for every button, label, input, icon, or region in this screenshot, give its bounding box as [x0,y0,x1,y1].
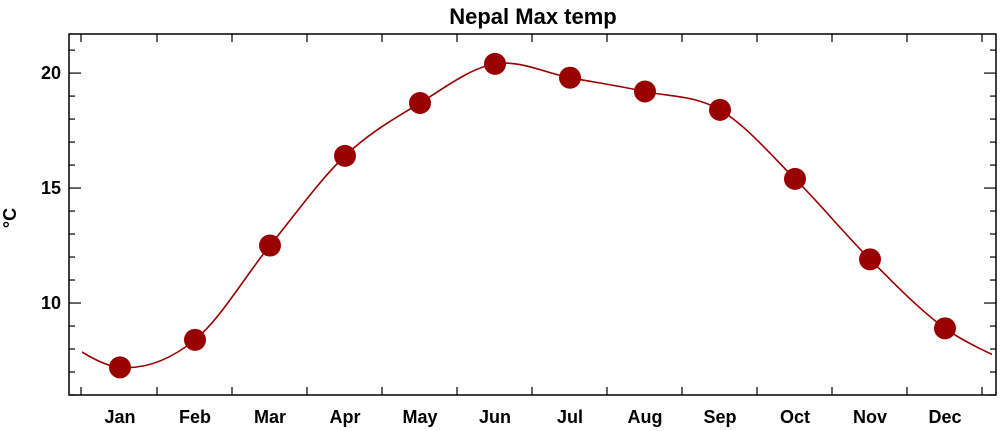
x-tick-label: Apr [330,407,361,427]
data-point-jun [484,52,506,75]
data-point-oct [784,167,806,190]
x-tick-label: Jan [104,407,135,427]
data-point-jan [109,356,131,379]
x-tick-label: May [402,407,437,427]
y-tick-label: 10 [41,293,61,313]
x-tick-label: Jun [479,407,511,427]
axes: Jan Feb Mar Apr May Jun Jul Aug Sep Oct Nov Dec 10 15… [41,33,997,427]
y-tick-label: 20 [41,63,61,83]
x-tick-label: Sep [703,407,736,427]
data-point-dec [934,317,956,340]
x-tick-label: Aug [628,407,663,427]
plot-area [82,52,992,379]
y-axis-label: °C [0,208,20,228]
y-tick-label: 15 [41,178,61,198]
x-tick-label: Nov [853,407,887,427]
data-point-may [409,91,431,114]
data-point-sep [709,98,731,121]
x-tick-label: Oct [780,407,810,427]
x-tick-label: Jul [557,407,583,427]
data-point-apr [334,144,356,167]
chart-title: Nepal Max temp [449,4,617,29]
x-tick-label: Feb [179,407,211,427]
data-point-mar [259,234,281,257]
data-point-nov [859,248,881,271]
x-tick-label: Mar [254,407,286,427]
series-line [82,62,992,369]
x-tick-label: Dec [928,407,961,427]
data-point-feb [184,328,206,351]
data-point-jul [559,66,581,89]
plot-frame [68,33,997,396]
data-point-aug [634,80,656,103]
